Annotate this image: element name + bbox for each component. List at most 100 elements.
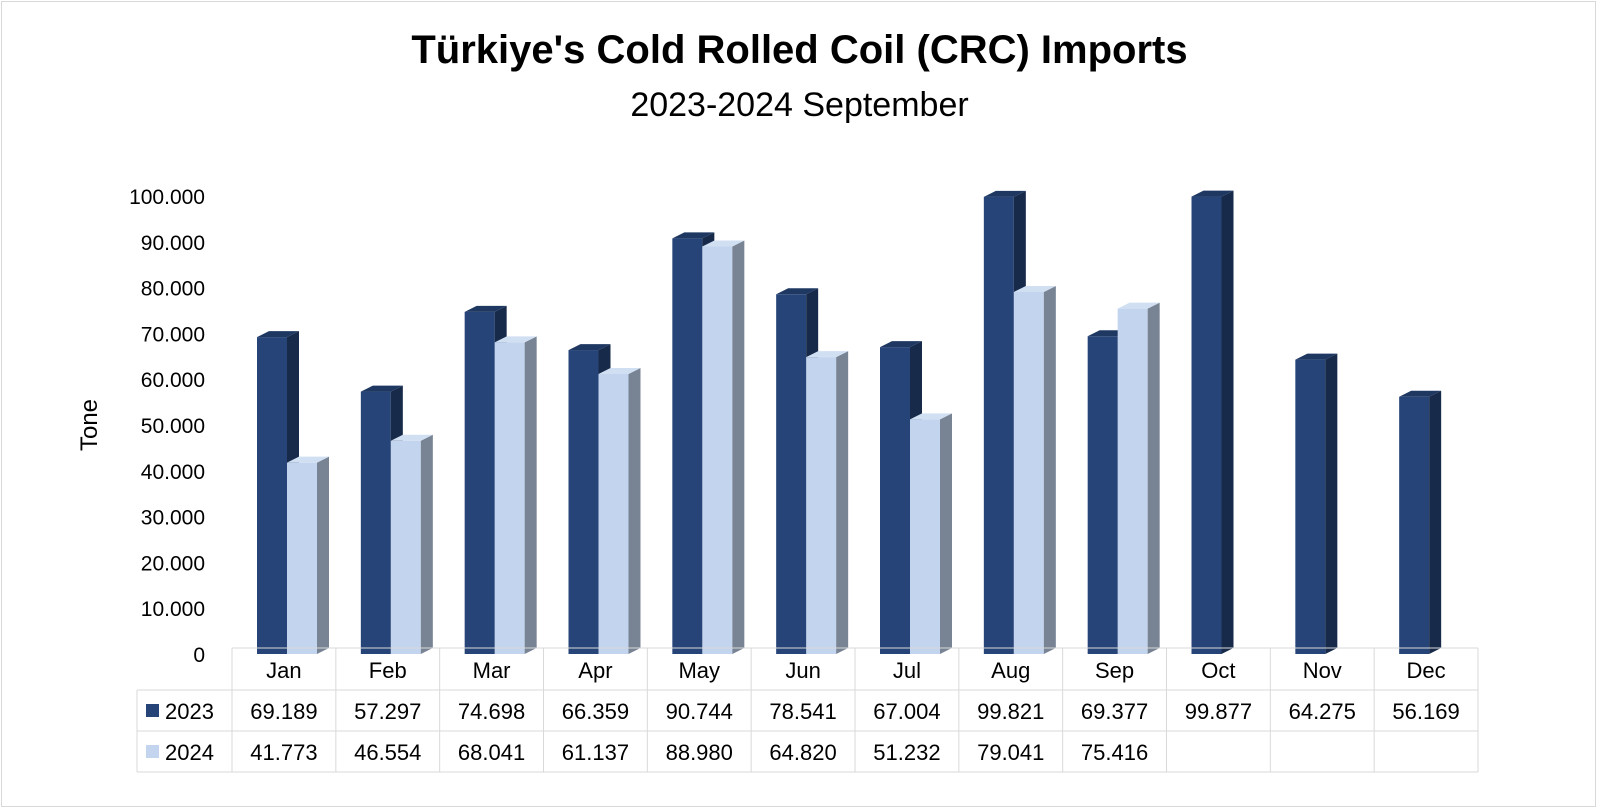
bar-2023-Feb <box>360 391 391 654</box>
y-tick-label: 20.000 <box>141 552 205 575</box>
y-tick-label: 60.000 <box>141 369 205 392</box>
data-label: 68.041 <box>458 740 525 765</box>
bar-top-2023-Jul <box>880 341 922 348</box>
bar-top-2023-Mar <box>464 305 507 312</box>
bar-side-2024-Jul <box>940 413 952 654</box>
x-tick-label: Oct <box>1201 658 1235 683</box>
bar-side-2024-Feb <box>420 434 433 654</box>
bar-side-2023-Nov <box>1325 353 1338 654</box>
bar-2023-Sep <box>1087 336 1118 654</box>
x-tick-label: Jun <box>785 658 820 683</box>
x-tick-label: Jan <box>266 658 301 683</box>
x-tick-label: Nov <box>1303 658 1342 683</box>
bar-2023-Dec <box>1399 396 1430 654</box>
y-axis-title: Tone <box>76 399 103 451</box>
bar-top-2024-Jul <box>910 413 952 420</box>
y-tick-label: 50.000 <box>141 415 205 438</box>
x-tick-label: Feb <box>369 658 407 683</box>
bar-side-2024-Jun <box>836 351 849 654</box>
y-tick-label: 10.000 <box>141 598 205 621</box>
bar-top-2023-Apr <box>568 344 611 351</box>
bar-2023-Jun <box>776 294 807 654</box>
data-label: 90.744 <box>666 699 733 724</box>
bar-side-2024-Apr <box>628 367 641 654</box>
bar-2023-May <box>672 238 703 654</box>
data-label: 67.004 <box>873 699 940 724</box>
bar-2023-Jul <box>880 347 910 654</box>
bar-2024-Feb <box>390 440 421 654</box>
legend-label: 2024 <box>165 740 214 765</box>
data-label: 64.275 <box>1289 699 1356 724</box>
y-tick-label: 40.000 <box>141 461 205 484</box>
bar-2024-Sep <box>1117 308 1148 654</box>
bar-2024-Apr <box>598 373 629 654</box>
bar-top-2023-Aug <box>983 190 1026 197</box>
legend-swatch-2024 <box>146 745 159 758</box>
bar-top-2024-Jun <box>806 351 849 358</box>
bar-2023-Mar <box>464 311 495 654</box>
bar-2023-Nov <box>1295 359 1326 654</box>
bar-side-2024-Jan <box>317 456 329 654</box>
data-label: 56.169 <box>1392 699 1459 724</box>
bar-2024-Mar <box>494 342 525 654</box>
data-label: 57.297 <box>354 699 421 724</box>
bar-top-2024-Sep <box>1117 302 1160 309</box>
x-tick-label: Jul <box>893 658 921 683</box>
x-tick-label: Mar <box>473 658 511 683</box>
bar-2023-Aug <box>983 196 1014 654</box>
bar-2023-Oct <box>1191 196 1222 654</box>
bar-2024-Jul <box>910 419 940 654</box>
x-tick-label: Apr <box>578 658 612 683</box>
data-label: 79.041 <box>977 740 1044 765</box>
bar-side-2023-Oct <box>1221 190 1234 654</box>
bar-top-2023-May <box>672 232 715 239</box>
y-tick-label: 80.000 <box>141 278 205 301</box>
bar-top-2024-Feb <box>390 434 433 441</box>
y-tick-label: 30.000 <box>141 507 205 530</box>
y-tick-label: 100.000 <box>129 186 205 209</box>
bar-top-2023-Feb <box>360 385 403 392</box>
bar-top-2024-Jan <box>287 456 329 463</box>
data-label: 64.820 <box>769 740 836 765</box>
data-label: 46.554 <box>354 740 421 765</box>
x-tick-label: May <box>678 658 720 683</box>
bar-2023-Jan <box>257 337 287 654</box>
data-label: 74.698 <box>458 699 525 724</box>
bar-top-2024-Apr <box>598 367 641 374</box>
data-label: 78.541 <box>769 699 836 724</box>
x-tick-label: Dec <box>1407 658 1446 683</box>
bar-top-2024-Aug <box>1013 285 1056 292</box>
bar-2024-Jan <box>287 462 317 654</box>
bar-top-2024-Mar <box>494 336 537 343</box>
bar-2024-May <box>702 246 733 654</box>
data-label: 69.189 <box>250 699 317 724</box>
bar-side-2024-May <box>732 240 745 654</box>
data-label: 88.980 <box>666 740 733 765</box>
data-label: 75.416 <box>1081 740 1148 765</box>
bar-side-2024-Mar <box>524 336 537 654</box>
bar-side-2023-Dec <box>1429 390 1442 654</box>
data-label: 99.821 <box>977 699 1044 724</box>
bar-2024-Aug <box>1013 291 1044 654</box>
chart-title: Türkiye's Cold Rolled Coil (CRC) Imports <box>411 28 1188 72</box>
bar-top-2023-Jan <box>257 331 299 338</box>
bar-2024-Jun <box>806 357 837 654</box>
data-label: 41.773 <box>250 740 317 765</box>
chart-subtitle: 2023-2024 September <box>630 86 969 124</box>
bar-2023-Apr <box>568 350 599 654</box>
legend-swatch-2023 <box>146 704 159 717</box>
y-tick-label: 90.000 <box>141 232 205 255</box>
bar-top-2023-Oct <box>1191 190 1234 197</box>
bar-top-2024-May <box>702 240 745 247</box>
bar-side-2024-Sep <box>1147 302 1160 654</box>
data-label: 51.232 <box>873 740 940 765</box>
y-tick-label: 0 <box>193 644 205 667</box>
bar-top-2023-Nov <box>1295 353 1338 360</box>
legend-label: 2023 <box>165 699 214 724</box>
x-tick-label: Sep <box>1095 658 1134 683</box>
bar-top-2023-Jun <box>776 288 819 295</box>
data-label: 66.359 <box>562 699 629 724</box>
bar-top-2023-Dec <box>1399 390 1442 397</box>
